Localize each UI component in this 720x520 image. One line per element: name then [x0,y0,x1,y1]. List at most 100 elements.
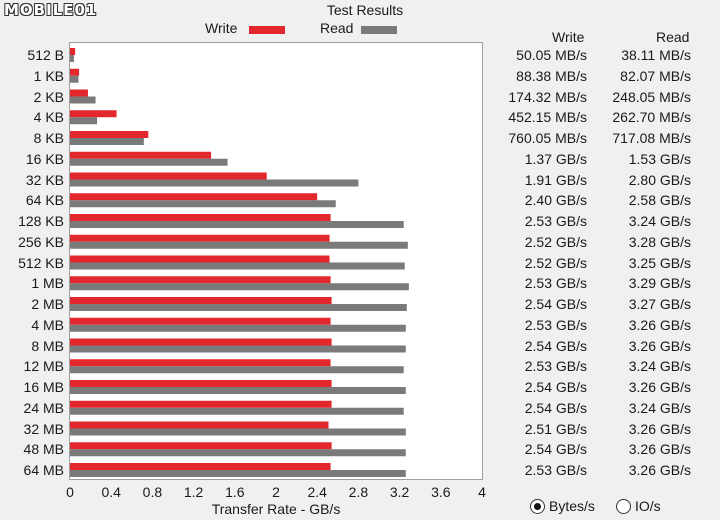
write-bar [70,463,331,470]
x-tick-label: 4 [478,484,486,500]
category-label: 8 MB [31,337,64,354]
write-rate-cell: 2.53 GB/s [524,462,587,478]
write-bar [70,338,332,346]
legend-read-swatch [361,26,397,34]
legend-write-swatch [249,26,285,34]
read-rate-cell: 2.80 GB/s [628,171,691,188]
radio-io-dot[interactable] [616,498,631,514]
read-rate-cell: 3.25 GB/s [628,254,691,271]
legend-read-label: Read [320,20,354,36]
window-title: Test Results [326,2,404,18]
read-bar [70,117,98,125]
read-rate-cell: 3.28 GB/s [628,233,691,250]
read-bar [70,75,79,83]
x-tick-label: 1.6 [225,484,245,500]
category-label: 2 MB [31,296,64,312]
column-header-write: Write [552,29,585,45]
category-label: 32 MB [23,420,64,437]
category-label: 512 B [27,47,64,63]
write-bar [70,214,331,221]
category-label: 1 MB [31,275,64,292]
column-header-read: Read [656,29,690,45]
write-rate-cell: 2.54 GB/s [524,379,587,395]
read-rate-cell: 3.26 GB/s [628,420,691,437]
read-bar [70,324,406,332]
read-bar [70,428,406,436]
x-tick-label: 3.2 [389,484,410,500]
category-label: 32 KB [25,171,64,188]
read-rate-cell: 248.05 MB/s [612,88,691,105]
write-rate-cell: 2.54 GB/s [524,399,587,416]
read-rate-cell: 3.24 GB/s [628,358,691,375]
read-rate-cell: 38.11 MB/s [621,47,691,63]
radio-bytes-dot[interactable] [530,498,545,514]
write-bar [70,89,88,97]
read-bar [70,262,405,270]
write-bar [70,48,76,55]
read-bar [70,96,96,104]
read-rate-cell: 3.26 GB/s [628,379,691,395]
category-label: 4 MB [31,316,64,333]
legend-write-label: Write [205,20,238,36]
write-bar [70,193,318,201]
read-rate-cell: 3.26 GB/s [628,441,691,458]
write-bar [70,110,117,118]
read-rate-cell: 3.24 GB/s [628,213,691,229]
write-rate-cell: 452.15 MB/s [508,109,587,126]
radio-io-per-second[interactable]: IO/s [616,498,661,514]
x-tick-label: 3.6 [431,484,451,500]
category-label: 48 MB [23,441,64,458]
write-bar [70,317,331,325]
write-bar [70,297,332,304]
write-bar [70,400,332,408]
write-bar [70,68,80,76]
read-rate-cell: 3.27 GB/s [628,296,691,312]
read-bar [70,387,406,394]
write-rate-cell: 2.53 GB/s [524,213,587,229]
category-label: 64 KB [25,192,64,209]
read-bar [70,241,408,249]
write-bar [70,151,212,159]
category-label: 512 KB [18,254,64,271]
write-rate-cell: 2.52 GB/s [524,233,587,250]
read-bar [70,345,406,353]
radio-bytes-per-second[interactable]: Bytes/s [530,498,595,514]
write-rate-cell: 174.32 MB/s [508,88,587,105]
write-rate-cell: 1.37 GB/s [524,150,587,167]
write-rate-cell: 50.05 MB/s [516,47,587,63]
read-bar [70,138,144,145]
category-label: 4 KB [33,109,64,126]
category-label: 64 MB [23,462,64,478]
category-label: 16 KB [25,150,64,167]
read-bar [70,470,406,477]
legend-write: Write [205,20,285,36]
x-tick-label: 2.4 [307,484,327,500]
write-bar [70,172,267,180]
write-rate-cell: 2.53 GB/s [524,275,587,292]
legend-read: Read [320,20,397,36]
write-rate-cell: 2.53 GB/s [524,358,587,375]
write-rate-cell: 2.54 GB/s [524,296,587,312]
read-rate-cell: 3.26 GB/s [628,337,691,354]
read-bar [70,449,406,457]
write-bar [70,131,149,138]
x-tick-label: 2.8 [348,484,369,500]
x-tick-label: 2 [272,484,280,500]
write-bar [70,442,332,450]
read-bar [70,179,359,187]
category-label: 24 MB [23,399,64,416]
read-rate-cell: 3.29 GB/s [628,275,691,292]
x-tick-label: 0.4 [101,484,121,500]
write-rate-cell: 2.53 GB/s [524,316,587,333]
write-bar [70,276,331,284]
x-tick-label: 0.8 [142,484,163,500]
write-rate-cell: 2.40 GB/s [524,192,587,209]
radio-bytes-label: Bytes/s [549,498,595,514]
write-rate-cell: 2.54 GB/s [524,441,587,458]
category-label: 128 KB [18,213,64,229]
category-label: 12 MB [23,358,64,375]
x-axis-label: Transfer Rate - GB/s [211,501,341,517]
read-bar [70,55,74,62]
read-rate-cell: 82.07 MB/s [620,67,691,84]
